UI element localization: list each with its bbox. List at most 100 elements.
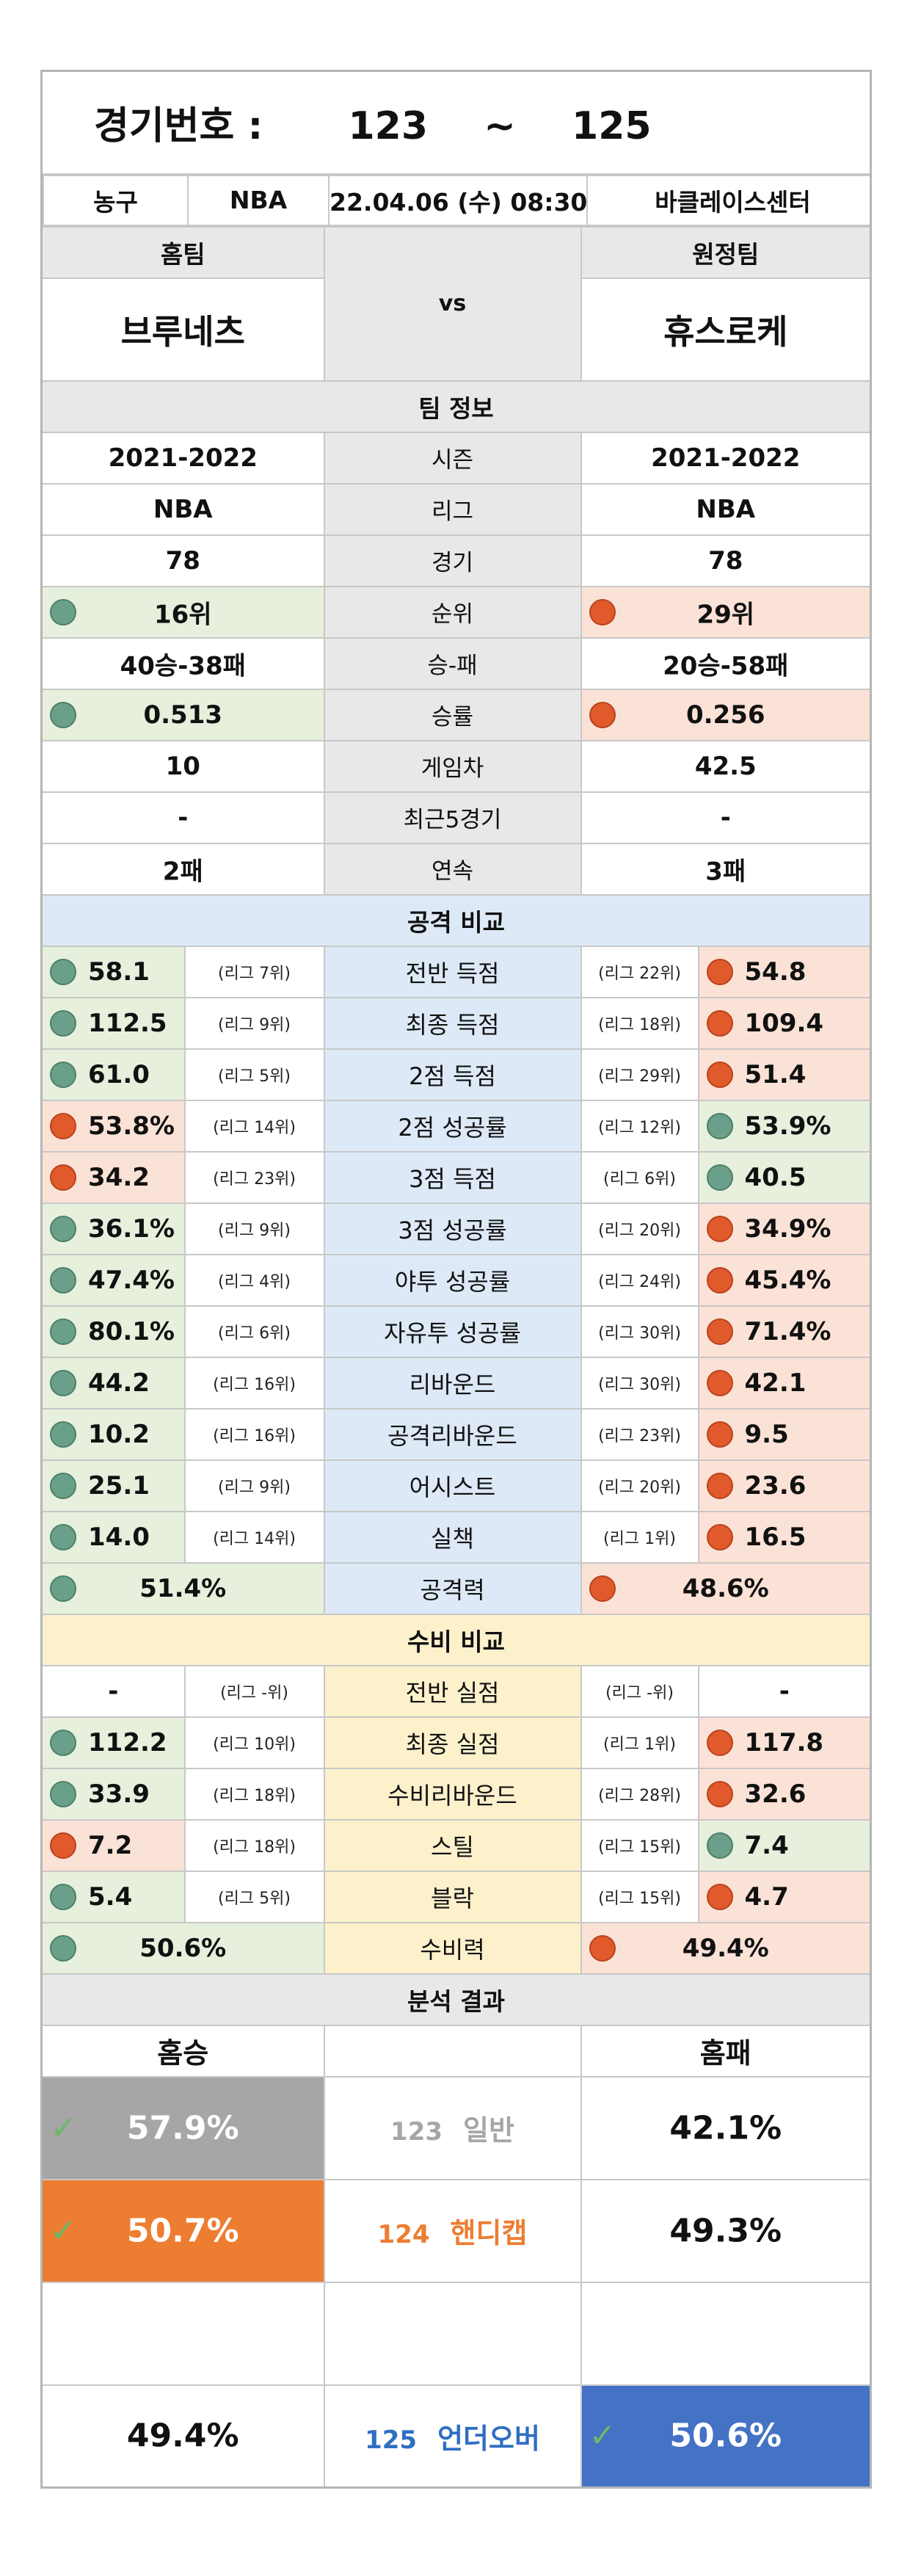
away-rank-cell: (리그 28위)	[580, 1767, 699, 1821]
away-league-rank: (리그 20위)	[598, 1221, 681, 1240]
info-label: 순위	[323, 585, 582, 639]
away-league-rank: (리그 29위)	[598, 1067, 681, 1086]
defense-row: 7.2 (리그 18위) 스틸 (리그 15위) 7.4	[40, 1818, 872, 1872]
defense-row: 112.2 (리그 10위) 최종 실점 (리그 1위) 117.8	[40, 1716, 872, 1769]
defense-row: 5.4 (리그 5위) 블락 (리그 15위) 4.7	[40, 1870, 872, 1923]
home-stat-value: 36.1%	[88, 1213, 175, 1244]
attack-rows: 58.1 (리그 7위) 전반 득점 (리그 22위) 54.8 112.5 (리그 9위)…	[40, 945, 872, 1615]
home-stat-value: 47.4%	[88, 1265, 175, 1295]
home-stat-cell: 58.1	[40, 945, 186, 998]
away-league-rank: (리그 22위)	[598, 964, 681, 983]
home-league-rank: (리그 4위)	[218, 1272, 291, 1291]
away-stat-cell: 23.6	[697, 1459, 872, 1512]
home-lose-prob: 50.6%	[669, 2417, 782, 2455]
stat-label: 공격리바운드	[323, 1407, 582, 1461]
away-indicator-dot	[706, 1215, 733, 1242]
home-league-rank: (리그 10위)	[213, 1735, 296, 1754]
stat-label: 스틸	[323, 1818, 582, 1872]
away-stat-value: 32.6	[744, 1779, 807, 1809]
away-rank-cell: (리그 15위)	[580, 1818, 699, 1872]
away-stat-cell: 51.4	[697, 1048, 872, 1101]
home-indicator-dot	[50, 958, 76, 985]
home-indicator-dot	[50, 1369, 76, 1396]
spacer-cell	[40, 2281, 325, 2386]
home-rank-cell: (리그 23위)	[183, 1150, 325, 1204]
away-info-cell: 42.5	[580, 739, 872, 793]
away-indicator-dot	[589, 1575, 616, 1602]
info-label: 승-패	[323, 636, 582, 690]
away-info-value: 42.5	[694, 751, 757, 781]
away-league-rank: (리그 20위)	[598, 1478, 681, 1497]
away-stat-value: 42.1	[744, 1368, 807, 1398]
away-indicator-dot	[706, 1832, 733, 1859]
stat-label: 블락	[323, 1870, 582, 1923]
analysis-spacer-row	[40, 2281, 872, 2386]
away-league-rank: (리그 6위)	[603, 1169, 676, 1189]
away-stat-cell: 53.9%	[697, 1099, 872, 1153]
away-total-cell: 48.6%	[580, 1561, 872, 1615]
home-indicator-dot	[50, 1832, 76, 1859]
home-stat-value: 5.4	[88, 1882, 133, 1912]
home-win-prob: 50.7%	[126, 2212, 239, 2249]
away-stat-cell: -	[697, 1664, 872, 1718]
home-indicator-dot	[50, 701, 76, 728]
team-info-row: NBA 리그 NBA	[40, 482, 872, 536]
home-indicator-dot	[50, 1934, 76, 1962]
away-rank-cell: (리그 22위)	[580, 945, 699, 998]
home-stat-cell: 34.2	[40, 1150, 186, 1204]
away-stat-cell: 40.5	[697, 1150, 872, 1204]
stat-label: 수비리바운드	[323, 1767, 582, 1821]
home-stat-cell: 112.5	[40, 996, 186, 1050]
away-league-rank: (리그 24위)	[598, 1272, 681, 1291]
stat-label: 최종 득점	[323, 996, 582, 1050]
defense-row: 33.9 (리그 18위) 수비리바운드 (리그 28위) 32.6	[40, 1767, 872, 1821]
away-rank-cell: (리그 24위)	[580, 1253, 699, 1307]
total-label: 수비력	[323, 1921, 582, 1975]
home-rank-cell: (리그 18위)	[183, 1818, 325, 1872]
home-stat-value: 112.2	[88, 1727, 167, 1757]
home-league-rank: (리그 16위)	[213, 1426, 296, 1445]
info-label: 리그	[323, 482, 582, 536]
away-league-rank: (리그 15위)	[598, 1837, 681, 1857]
home-team-name: 브루네츠	[40, 277, 325, 382]
team-info-row: - 최근5경기 -	[40, 791, 872, 844]
home-total-value: 51.4%	[139, 1573, 227, 1603]
away-indicator-dot	[706, 1369, 733, 1396]
home-league-rank: (리그 9위)	[218, 1478, 291, 1497]
analysis-table: 경기번호 : 123 ~ 125 농구 NBA 22.04.06 (수) 08:…	[40, 70, 873, 2489]
away-league-rank: (리그 -위)	[605, 1683, 674, 1702]
home-league-rank: (리그 18위)	[213, 1837, 296, 1857]
attack-row: 34.2 (리그 23위) 3점 득점 (리그 6위) 40.5	[40, 1150, 872, 1204]
away-indicator-dot	[706, 1266, 733, 1294]
away-rank-cell: (리그 20위)	[580, 1202, 699, 1255]
home-indicator-dot	[50, 1472, 76, 1499]
away-stat-cell: 45.4%	[697, 1253, 872, 1307]
home-stat-cell: 80.1%	[40, 1305, 186, 1358]
home-info-cell: 0.513	[40, 688, 325, 741]
away-league-rank: (리그 1위)	[603, 1735, 676, 1754]
home-indicator-dot	[50, 598, 76, 625]
home-info-value: 0.513	[143, 700, 223, 730]
bet-type-cell: 123 일반	[323, 2075, 582, 2180]
away-rank-cell: (리그 29위)	[580, 1048, 699, 1101]
team-info-row: 78 경기 78	[40, 534, 872, 587]
stat-label: 자유투 성공률	[323, 1305, 582, 1358]
away-league-rank: (리그 28위)	[598, 1786, 681, 1805]
defense-total-row: 50.6% 수비력 49.4%	[40, 1921, 872, 1975]
defense-rows: - (리그 -위) 전반 실점 (리그 -위) - 112.2 (리그 10위) 최종 실점 (…	[40, 1664, 872, 1975]
home-info-cell: 16위	[40, 585, 325, 639]
home-team-label: 홈팀	[40, 225, 325, 279]
home-total-cell: 51.4%	[40, 1561, 325, 1615]
home-rank-cell: (리그 10위)	[183, 1716, 325, 1769]
home-rank-cell: (리그 6위)	[183, 1305, 325, 1358]
home-info-value: -	[178, 802, 189, 832]
stat-label: 2점 성공률	[323, 1099, 582, 1153]
team-info-row: 2021-2022 시즌 2021-2022	[40, 431, 872, 485]
datetime-cell: 22.04.06 (수) 08:30	[328, 174, 588, 226]
away-stat-value: 9.5	[744, 1419, 789, 1449]
away-stat-value: 117.8	[744, 1727, 824, 1757]
attack-row: 10.2 (리그 16위) 공격리바운드 (리그 23위) 9.5	[40, 1407, 872, 1461]
away-rank-cell: (리그 20위)	[580, 1459, 699, 1512]
away-team-name: 휴스로케	[580, 277, 872, 382]
home-stat-cell: -	[40, 1664, 186, 1718]
